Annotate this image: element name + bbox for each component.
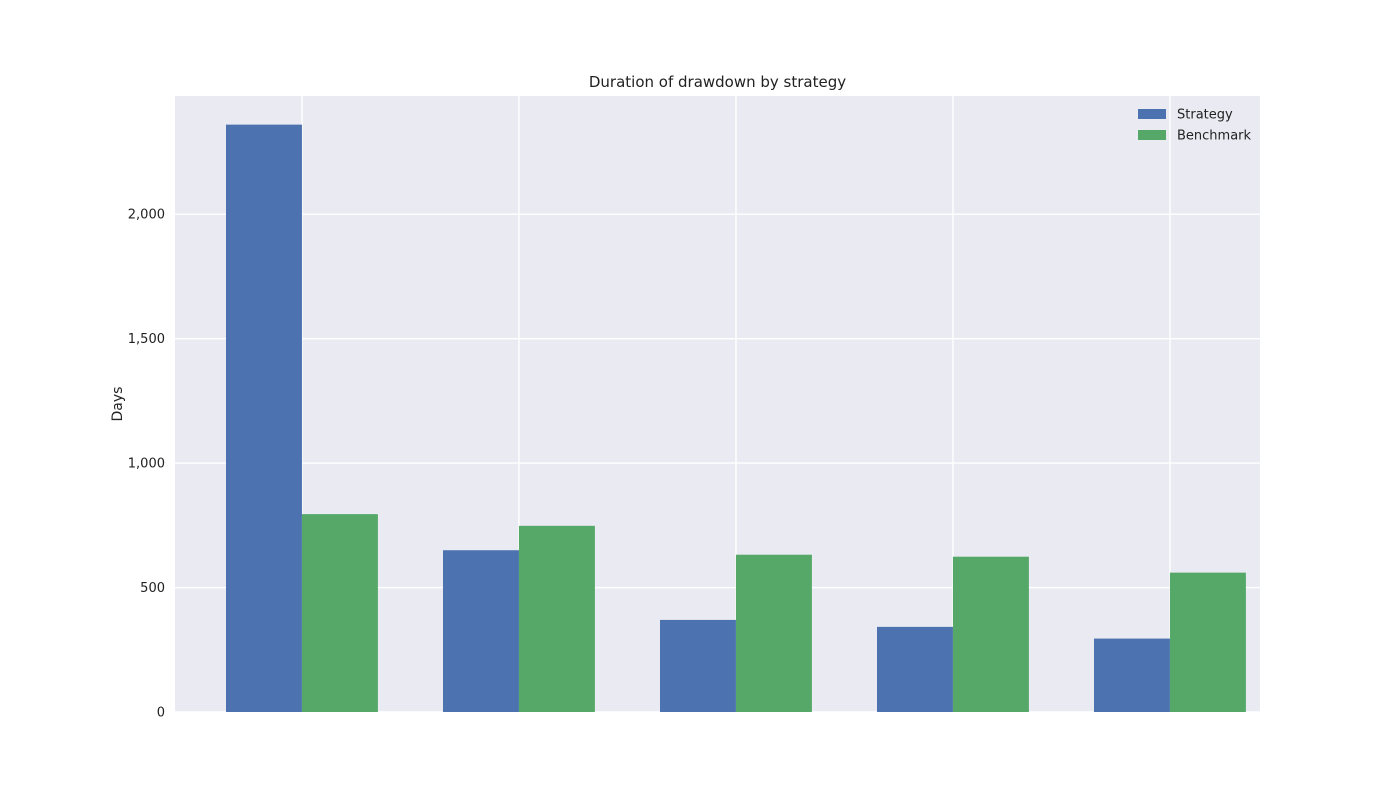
bar-benchmark-5: [1169, 572, 1246, 712]
legend-label: Strategy: [1177, 108, 1233, 123]
y-tick-label: 500: [140, 581, 165, 596]
y-tick-label: 2,000: [128, 208, 165, 223]
legend-swatch: [1138, 109, 1166, 119]
bar-benchmark-3: [735, 554, 812, 712]
legend-item-strategy: Strategy: [1138, 108, 1233, 123]
legend-item-benchmark: Benchmark: [1138, 129, 1252, 144]
chart-title: Duration of drawdown by strategy: [589, 73, 846, 91]
bar-strategy-2: [442, 550, 519, 712]
y-axis-ticks: 0 500 1,000 1,500 2,000: [128, 208, 165, 721]
bar-strategy-4: [876, 626, 953, 712]
legend: Strategy Benchmark: [1138, 108, 1252, 144]
y-tick-label: 1,500: [128, 332, 165, 347]
bar-benchmark-4: [952, 556, 1029, 712]
y-axis-label: Days: [110, 387, 126, 422]
bar-benchmark-1: [301, 514, 378, 712]
legend-label: Benchmark: [1177, 129, 1252, 144]
legend-swatch: [1138, 130, 1166, 140]
bars: [225, 124, 1246, 713]
bar-strategy-3: [659, 619, 736, 712]
y-tick-label: 0: [157, 706, 165, 721]
y-tick-label: 1,000: [128, 457, 165, 472]
bar-strategy-5: [1093, 638, 1170, 712]
bar-benchmark-2: [518, 525, 595, 712]
bar-strategy-1: [225, 124, 302, 713]
